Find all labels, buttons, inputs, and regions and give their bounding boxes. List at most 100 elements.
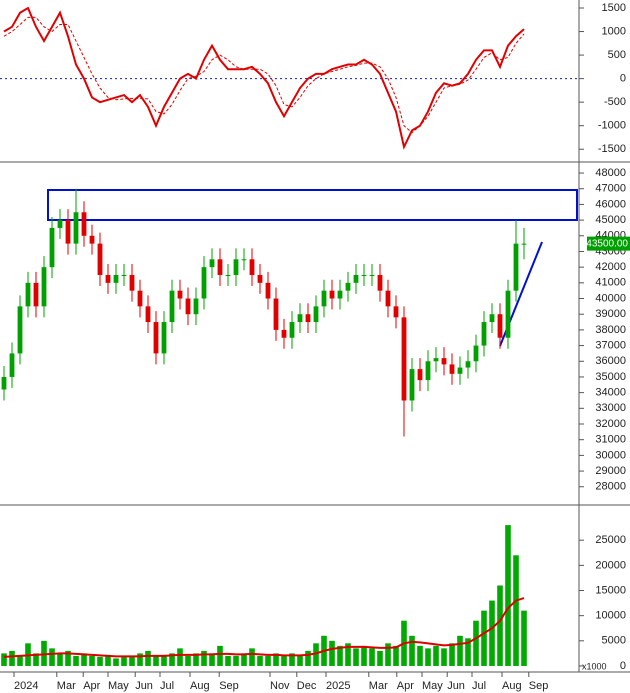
volume-bar xyxy=(497,585,503,666)
volume-bar xyxy=(33,653,39,666)
y-tick-label: -500 xyxy=(604,96,626,108)
candle-body xyxy=(41,267,47,307)
candle-body xyxy=(145,306,151,323)
x-tick-label: Nov xyxy=(270,680,290,692)
volume-bar xyxy=(57,653,63,666)
candle-body xyxy=(161,322,167,354)
x-tick-label: Apr xyxy=(83,680,100,692)
candle-body xyxy=(273,298,279,330)
y-tick-label: 25000 xyxy=(595,534,626,546)
candle-body xyxy=(393,306,399,318)
x-tick-label: Mar xyxy=(57,680,76,692)
volume-bar xyxy=(513,555,519,666)
candle-body xyxy=(233,259,239,275)
volume-bar xyxy=(201,650,207,666)
volume-bar xyxy=(73,655,79,666)
candle-body xyxy=(353,274,359,283)
volume-bar xyxy=(161,654,167,666)
candle-body xyxy=(81,212,87,236)
volume-bar xyxy=(417,645,423,666)
y-tick-label: 33000 xyxy=(595,402,626,414)
y-tick-label: 5000 xyxy=(602,635,626,647)
candle-body xyxy=(321,290,327,307)
y-tick-label: 10000 xyxy=(595,610,626,622)
candle-body xyxy=(121,274,127,276)
candle-body xyxy=(489,314,495,323)
candle-body xyxy=(209,259,215,268)
x-tick-label: Jun xyxy=(135,680,153,692)
volume-bar xyxy=(377,650,383,666)
volume-bar xyxy=(137,653,143,666)
volume-bar xyxy=(313,643,319,666)
y-tick-label: 37000 xyxy=(595,339,626,351)
candle-body xyxy=(9,353,15,377)
y-tick-label: -1500 xyxy=(598,143,626,155)
volume-bar xyxy=(81,653,87,666)
y-tick-label: 46000 xyxy=(595,198,626,210)
volume-bar xyxy=(505,525,511,666)
volume-bar xyxy=(473,620,479,666)
candle-body xyxy=(153,322,159,354)
volume-bar xyxy=(361,645,367,666)
volume-bar xyxy=(521,610,527,666)
volume-bar xyxy=(105,654,111,666)
candle-body xyxy=(457,367,463,374)
volume-bar xyxy=(257,655,263,666)
volume-bar xyxy=(265,655,271,666)
volume-bar xyxy=(489,600,495,666)
candle-body xyxy=(265,282,271,299)
y-tick-label: 36000 xyxy=(595,355,626,367)
candle-body xyxy=(177,290,183,299)
volume-bar xyxy=(185,655,191,666)
x-tick-label: Apr xyxy=(397,680,414,692)
volume-bar xyxy=(209,653,215,666)
volume-bar xyxy=(305,650,311,666)
volume-bar xyxy=(289,653,295,666)
candle-body xyxy=(313,306,319,323)
y-tick-label: 48000 xyxy=(595,167,626,179)
candle-body xyxy=(97,243,103,275)
candle-body xyxy=(481,322,487,346)
candle-body xyxy=(217,259,223,275)
y-tick-label: 31000 xyxy=(595,434,626,446)
x-tick-label: Jun xyxy=(447,680,465,692)
x-tick-label: Jul xyxy=(160,680,174,692)
x-tick-label: May xyxy=(108,680,129,692)
candle-body xyxy=(369,274,375,276)
volume-bar xyxy=(329,640,335,666)
candle-body xyxy=(225,274,231,276)
candle-body xyxy=(57,220,63,228)
volume-bar xyxy=(409,635,415,666)
candle-body xyxy=(497,314,503,338)
last-price-box xyxy=(587,236,630,251)
volume-bar xyxy=(241,653,247,666)
candle-body xyxy=(169,290,175,323)
y-tick-label: 15000 xyxy=(595,584,626,596)
candle-body xyxy=(249,259,255,275)
candle-body xyxy=(257,274,263,283)
candle-body xyxy=(281,329,287,338)
volume-bar xyxy=(353,648,359,666)
x-tick-label: 2025 xyxy=(326,680,350,692)
volume-bar xyxy=(153,655,159,666)
x-tick-label: Sep xyxy=(529,680,549,692)
y-tick-label: 42000 xyxy=(595,261,626,273)
line-series xyxy=(3,16,525,134)
x-tick-label: May xyxy=(422,680,443,692)
candle-body xyxy=(185,298,191,315)
candle-body xyxy=(361,274,367,276)
volume-bar xyxy=(9,650,15,666)
volume-bar xyxy=(233,655,239,666)
candle-body xyxy=(433,358,439,362)
candle-body xyxy=(465,361,471,368)
volume-bar xyxy=(393,645,399,666)
candle-body xyxy=(385,290,391,307)
volume-bar xyxy=(41,640,47,666)
candle-body xyxy=(49,227,55,268)
volume-bar xyxy=(465,638,471,666)
candle-body xyxy=(329,290,335,299)
y-tick-label: 47000 xyxy=(595,183,626,195)
volume-bar xyxy=(121,655,127,666)
candle-body xyxy=(401,317,407,401)
